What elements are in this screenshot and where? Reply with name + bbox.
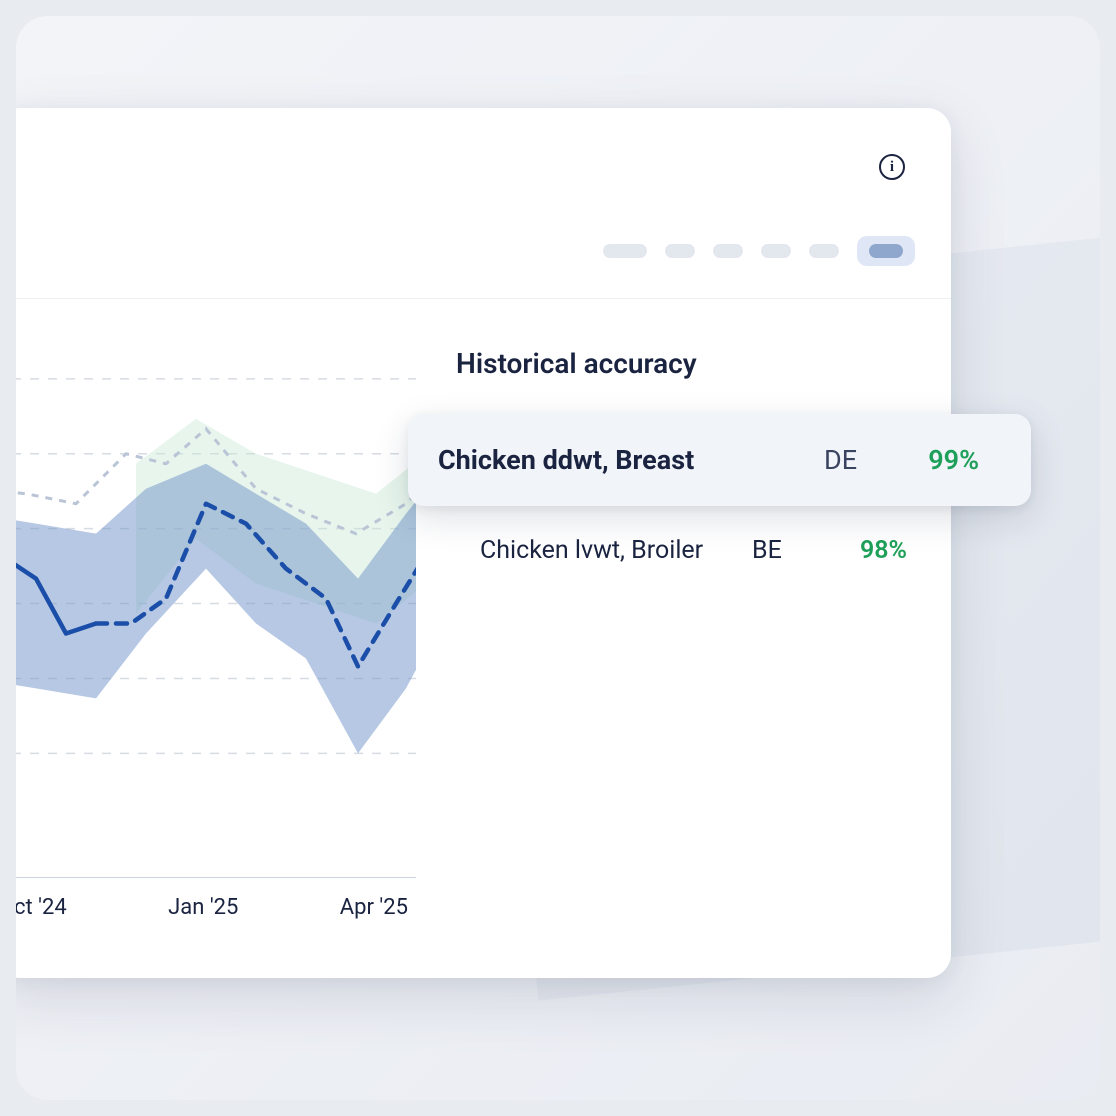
accuracy-row-highlighted[interactable]: Chicken ddwt, Breast DE 99% [408,414,1031,506]
pill-option[interactable] [713,244,743,258]
x-label: Apr '25 [340,895,408,920]
panel-title: Historical accuracy [456,347,951,380]
x-axis-labels: ct '24 Jan '25 Apr '25 [16,895,416,920]
outer-container: i [16,16,1100,1100]
pill-active-inner [869,244,903,258]
accuracy-row[interactable]: Chicken lvwt, Broiler BE 98% [456,510,951,591]
country-code: BE [752,536,822,565]
pill-option[interactable] [665,244,695,258]
accuracy-pct: 98% [822,536,907,565]
forecast-chart: ct '24 Jan '25 Apr '25 [16,299,416,978]
country-code: DE [824,444,894,476]
x-label: Jan '25 [168,895,238,920]
product-name: Chicken lvwt, Broiler [480,536,752,565]
accuracy-list: Chicken ddwt, Breast DE 99% Chicken lvwt… [456,414,951,591]
info-icon[interactable]: i [879,154,905,180]
x-axis-line [16,877,416,878]
content-split: ct '24 Jan '25 Apr '25 Historical accura… [16,298,951,978]
accuracy-pct: 99% [894,444,979,476]
product-name: Chicken ddwt, Breast [438,444,824,476]
dashboard-card: i [16,108,951,978]
pill-option-active[interactable] [857,236,915,266]
accuracy-panel: Historical accuracy Chicken ddwt, Breast… [416,299,951,978]
pill-option[interactable] [761,244,791,258]
x-label: ct '24 [16,895,67,920]
pill-option[interactable] [809,244,839,258]
pill-option[interactable] [603,244,647,258]
timeframe-pills [603,236,915,266]
